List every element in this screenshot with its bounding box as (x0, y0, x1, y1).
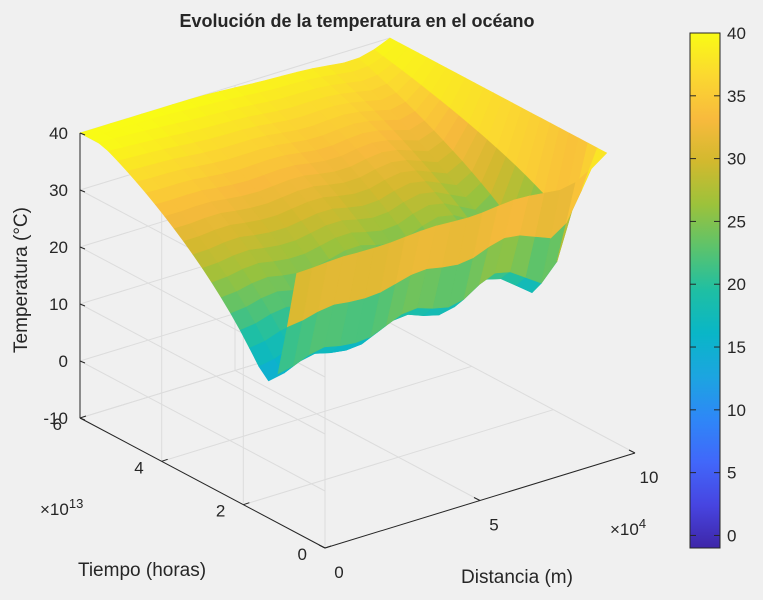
x-tick-mark (473, 497, 481, 501)
colorbar-tick-label: 0 (727, 526, 736, 545)
x-axis-multiplier: ×104 (610, 516, 646, 539)
y-axis-label: Tiempo (horas) (78, 560, 206, 581)
x-tick-label: 5 (489, 516, 498, 535)
z-axis-label: Temperatura (°C) (11, 207, 32, 353)
z-tick-mark (79, 132, 86, 136)
x-axis-ticks: 0 5 10 (318, 449, 659, 582)
colorbar: 0 5 10 15 20 25 30 35 40 (689, 24, 746, 549)
z-tick-mark (79, 417, 86, 421)
z-tick-mark (79, 189, 86, 193)
z-tick-label: 20 (49, 238, 68, 257)
x-tick-label: 10 (640, 468, 659, 487)
grid-line (79, 303, 326, 435)
z-tick-label: 40 (49, 124, 68, 143)
colorbar-tick-label: 40 (727, 24, 746, 43)
y-tick-mark (79, 415, 87, 419)
colorbar-tick-label: 5 (727, 464, 736, 483)
z-tick-mark (79, 303, 86, 307)
x-axis-label: Distancia (m) (461, 567, 573, 588)
colorbar-gradient (689, 32, 721, 549)
z-tick-label: 10 (49, 295, 68, 314)
chart-title: Evolución de la temperatura en el océano (179, 11, 534, 31)
x-multiplier-base: ×10 (610, 520, 639, 539)
y-tick-label: 4 (134, 458, 143, 477)
y-multiplier-base: ×10 (40, 500, 69, 519)
colorbar-tick-label: 10 (727, 401, 746, 420)
y-axis-multiplier: ×1013 (40, 496, 83, 519)
y-multiplier-exponent: 13 (69, 496, 83, 511)
z-tick-label: 30 (49, 181, 68, 200)
colorbar-tick-label: 15 (727, 338, 746, 357)
grid-line (79, 360, 326, 492)
colorbar-tick-label: 20 (727, 275, 746, 294)
y-tick-mark (324, 545, 332, 549)
z-tick-label: 0 (59, 352, 68, 371)
y-tick-mark (243, 502, 250, 506)
y-tick-label: 6 (53, 415, 62, 434)
x-tick-mark (318, 544, 326, 549)
y-tick-label: 2 (216, 502, 225, 521)
z-tick-mark (79, 246, 86, 250)
x-multiplier-exponent: 4 (639, 516, 646, 531)
surface-patch (581, 147, 608, 190)
y-tick-mark (161, 458, 168, 462)
temperature-surface (79, 37, 608, 382)
y-axis-line (79, 417, 326, 549)
z-axis-ticks: -10 0 10 20 30 40 (43, 124, 86, 428)
z-tick-mark (79, 360, 86, 364)
x-tick-mark (628, 449, 636, 454)
colorbar-tick-label: 30 (727, 150, 746, 169)
colorbar-tick-label: 25 (727, 212, 746, 231)
x-tick-label: 0 (334, 563, 343, 582)
colorbar-tick-label: 35 (727, 87, 746, 106)
z-tick-label: -10 (43, 409, 68, 428)
y-axis-ticks: 0 2 4 6 (53, 415, 332, 564)
y-tick-label: 0 (298, 545, 307, 564)
